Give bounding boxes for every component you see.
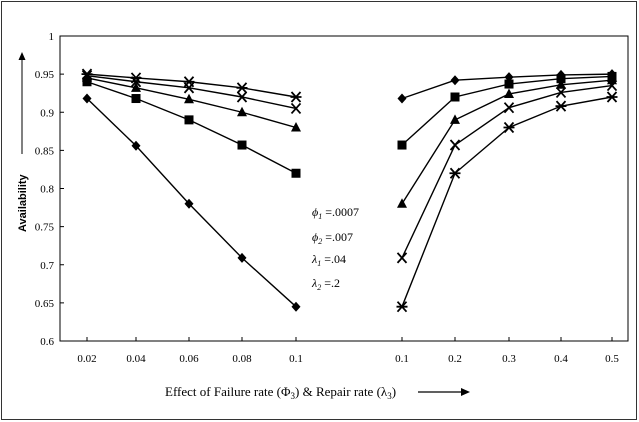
data-point-square bbox=[82, 77, 92, 87]
data-point-triangle bbox=[291, 122, 301, 132]
data-point-triangle bbox=[184, 93, 194, 104]
data-point-diamond bbox=[397, 93, 407, 104]
data-point-x bbox=[290, 102, 302, 115]
x-axis-label-phi: Φ bbox=[281, 384, 291, 399]
x-axis-label-lambda-sub: 3 bbox=[387, 391, 392, 401]
data-point-triangle bbox=[504, 88, 514, 98]
data-point-diamond bbox=[184, 198, 194, 209]
x-tick-label: 0.08 bbox=[232, 353, 252, 365]
series-line-repair-rate-triangle bbox=[401, 79, 613, 205]
parameter-annotation: ϕ1 =.0007 ϕ2 =.007 λ1 =.04 λ2 =.2 bbox=[311, 205, 359, 292]
data-point-diamond bbox=[131, 140, 141, 151]
y-tick-label: 0.6 bbox=[40, 336, 54, 348]
y-axis-arrow-head bbox=[18, 52, 26, 60]
data-point-star bbox=[396, 301, 408, 313]
data-point-diamond bbox=[450, 75, 460, 86]
y-tick-label: 0.7 bbox=[40, 260, 54, 272]
x-axis-label-part-3: ) bbox=[392, 384, 396, 399]
data-point-diamond bbox=[291, 301, 301, 312]
series-line-failure-rate-square bbox=[86, 81, 297, 174]
data-point-star bbox=[606, 91, 618, 103]
data-point-x bbox=[503, 102, 515, 114]
data-point-square bbox=[291, 168, 301, 178]
y-axis-label: Availability bbox=[17, 173, 29, 232]
data-point-x bbox=[236, 91, 248, 103]
x-axis-label-part-2: ) & Repair rate ( bbox=[295, 384, 381, 399]
data-point-triangle bbox=[556, 79, 566, 89]
y-tick-label: 0.9 bbox=[40, 107, 54, 119]
x-axis-arrow-head bbox=[461, 388, 470, 396]
x-tick-label: 0.3 bbox=[502, 353, 516, 365]
data-point-x bbox=[555, 86, 567, 99]
series-layer bbox=[81, 68, 618, 313]
x-tick-label: 0.1 bbox=[395, 353, 409, 365]
data-point-triangle bbox=[397, 198, 407, 208]
x-axis-label-part-1: Effect of Failure rate ( bbox=[165, 384, 281, 399]
data-point-star bbox=[449, 167, 461, 179]
x-axis-label: Effect of Failure rate (Φ3) & Repair rat… bbox=[165, 384, 396, 401]
data-point-x bbox=[606, 79, 618, 92]
data-point-x bbox=[130, 76, 142, 88]
data-point-triangle bbox=[131, 82, 141, 92]
data-point-x bbox=[183, 82, 195, 94]
x-tick-label: 0.4 bbox=[554, 353, 568, 365]
y-tick-label: 0.85 bbox=[35, 145, 55, 157]
x-axis-label-lambda: λ bbox=[381, 384, 388, 399]
parameter-lambda-2: λ2 =.2 bbox=[311, 276, 340, 292]
series-line-repair-rate-x bbox=[401, 84, 613, 259]
data-point-star bbox=[290, 91, 302, 103]
x-tick-label: 0.5 bbox=[605, 353, 619, 365]
x-axis-ticks: 0.02 0.04 0.06 0.08 0.1 0.1 0.2 0.3 0.4 0.5 bbox=[77, 337, 619, 365]
parameter-phi-1: ϕ1 =.0007 bbox=[312, 205, 359, 221]
parameter-phi-2: ϕ2 =.007 bbox=[312, 230, 353, 246]
data-point-star bbox=[503, 121, 515, 134]
y-axis-ticks: 0.6 0.65 0.7 0.75 0.8 0.85 0.9 0.95 1 bbox=[35, 31, 64, 348]
y-tick-label: 0.75 bbox=[35, 222, 55, 234]
data-point-square bbox=[504, 79, 514, 89]
data-point-star bbox=[183, 76, 195, 88]
y-tick-label: 1 bbox=[49, 31, 55, 43]
data-point-square bbox=[131, 94, 141, 104]
x-tick-label: 0.02 bbox=[77, 353, 96, 365]
data-point-star bbox=[236, 82, 248, 94]
data-point-diamond bbox=[82, 93, 92, 104]
data-point-square bbox=[450, 92, 460, 102]
plot-area bbox=[59, 35, 629, 342]
data-point-square bbox=[184, 115, 194, 125]
y-tick-label: 0.65 bbox=[35, 298, 55, 310]
x-tick-label: 0.04 bbox=[126, 353, 146, 365]
y-tick-label: 0.8 bbox=[40, 184, 54, 196]
data-point-x bbox=[449, 139, 461, 151]
data-point-square bbox=[237, 140, 247, 150]
data-point-x bbox=[396, 252, 408, 264]
x-tick-label: 0.06 bbox=[179, 353, 199, 365]
y-tick-label: 0.95 bbox=[35, 69, 55, 81]
data-point-diamond bbox=[237, 252, 247, 263]
x-tick-label: 0.2 bbox=[448, 353, 462, 365]
data-point-triangle bbox=[450, 114, 460, 124]
x-tick-label: 0.1 bbox=[289, 353, 303, 365]
data-point-square bbox=[556, 74, 566, 84]
x-axis-label-phi-sub: 3 bbox=[291, 391, 296, 401]
data-point-star bbox=[555, 100, 567, 112]
parameter-lambda-1: λ1 =.04 bbox=[311, 252, 346, 268]
data-point-square bbox=[397, 140, 407, 150]
data-point-triangle bbox=[237, 106, 247, 117]
